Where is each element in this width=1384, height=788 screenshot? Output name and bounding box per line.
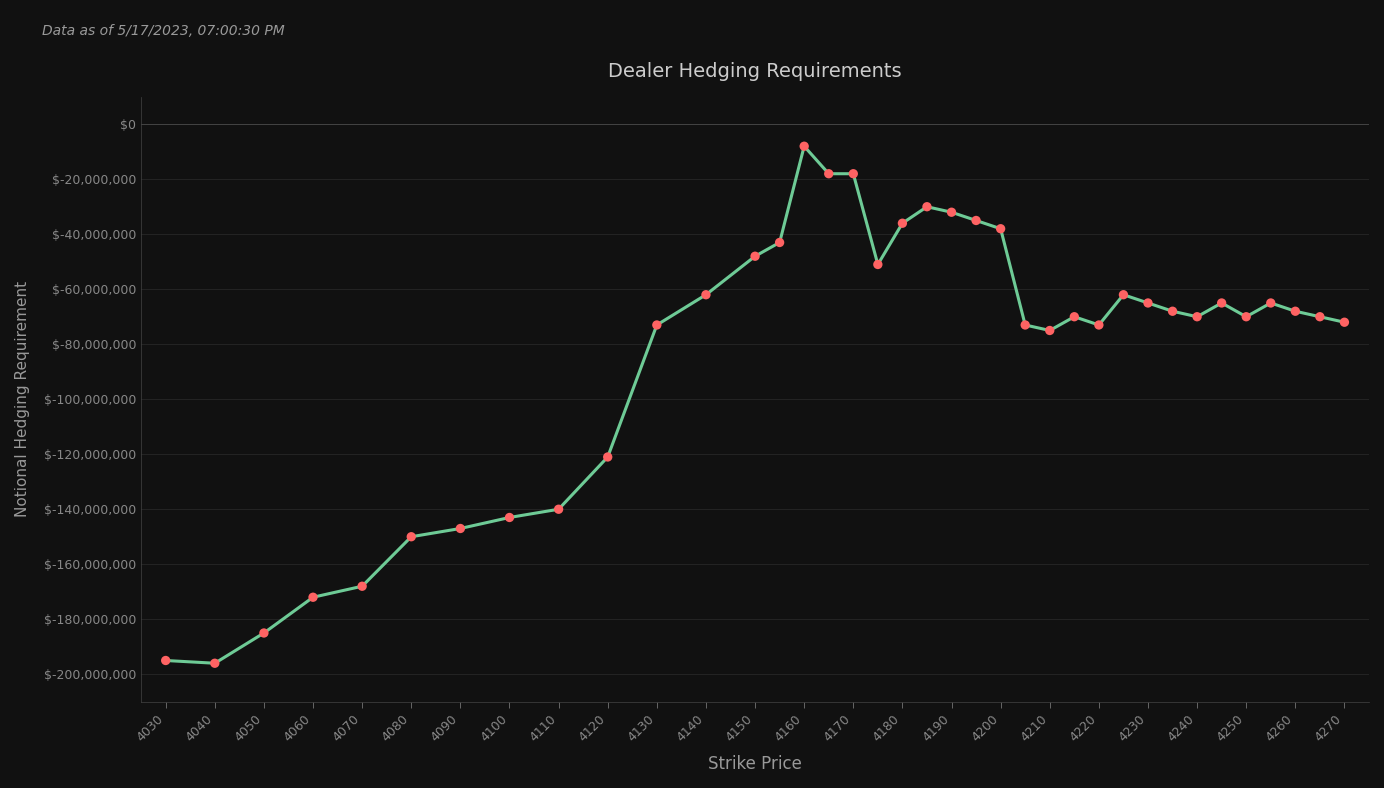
Point — [1186, 310, 1208, 323]
Point — [352, 580, 374, 593]
X-axis label: Strike Price: Strike Price — [709, 755, 801, 773]
Point — [498, 511, 520, 524]
Point — [891, 217, 913, 229]
Point — [866, 258, 889, 271]
Point — [793, 140, 815, 153]
Point — [1136, 296, 1158, 309]
Point — [916, 200, 938, 213]
Point — [1088, 318, 1110, 331]
Point — [203, 657, 226, 670]
Title: Dealer Hedging Requirements: Dealer Hedging Requirements — [608, 62, 902, 81]
Point — [253, 626, 275, 639]
Y-axis label: Notional Hedging Requirement: Notional Hedging Requirement — [15, 281, 30, 517]
Point — [1038, 324, 1060, 336]
Point — [1161, 305, 1183, 318]
Point — [1259, 296, 1282, 309]
Point — [450, 522, 472, 535]
Point — [843, 167, 865, 180]
Point — [1309, 310, 1331, 323]
Point — [302, 591, 324, 604]
Point — [1211, 296, 1233, 309]
Point — [1014, 318, 1037, 331]
Text: Data as of 5/17/2023, 07:00:30 PM: Data as of 5/17/2023, 07:00:30 PM — [42, 24, 284, 38]
Point — [990, 222, 1012, 235]
Point — [1063, 310, 1085, 323]
Point — [597, 451, 619, 463]
Point — [1284, 305, 1306, 318]
Point — [1235, 310, 1257, 323]
Point — [1333, 316, 1355, 329]
Point — [768, 236, 790, 249]
Point — [646, 318, 668, 331]
Point — [965, 214, 987, 227]
Point — [548, 503, 570, 515]
Point — [1113, 288, 1135, 301]
Point — [155, 654, 177, 667]
Point — [818, 167, 840, 180]
Point — [941, 206, 963, 218]
Point — [400, 530, 422, 543]
Point — [745, 250, 767, 262]
Point — [695, 288, 717, 301]
